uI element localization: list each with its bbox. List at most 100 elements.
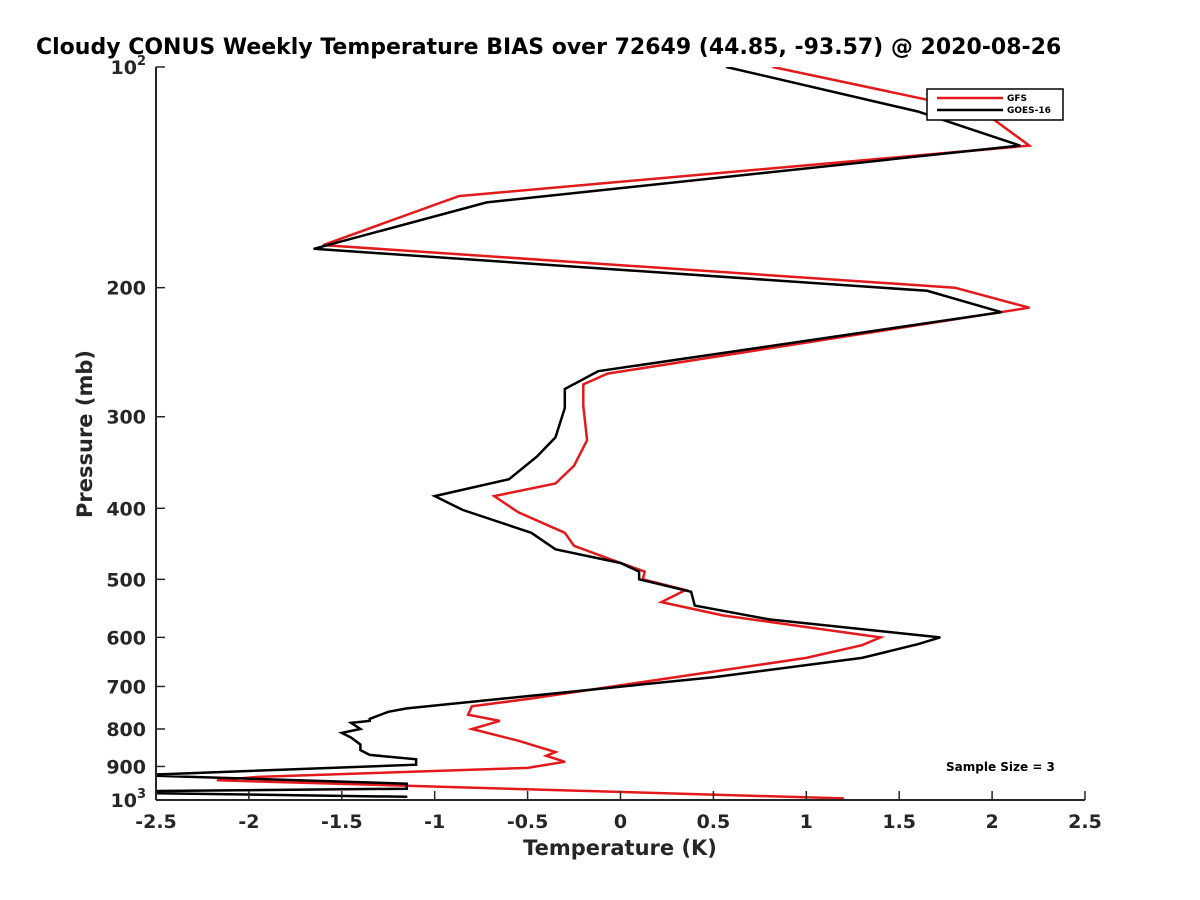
data-point-goes-16 — [690, 591, 692, 593]
data-point-goes-16 — [916, 110, 919, 113]
data-point-goes-16 — [554, 436, 557, 439]
data-point-goes-16 — [563, 407, 566, 409]
data-point-gfs — [861, 644, 863, 647]
data-point-goes-16 — [406, 782, 408, 785]
data-point-goes-16 — [861, 657, 863, 659]
data-point-goes-16 — [341, 732, 343, 734]
data-point-gfs — [545, 754, 547, 757]
y-tick-base: 10 — [111, 57, 137, 79]
data-point-goes-16 — [387, 710, 390, 713]
data-point-gfs — [606, 372, 609, 375]
data-point-gfs — [721, 614, 724, 617]
data-point-gfs — [554, 751, 557, 753]
data-point-goes-16 — [359, 728, 362, 730]
x-tick-label: 1 — [800, 811, 813, 833]
x-tick-label: 0 — [614, 811, 627, 833]
data-point-goes-16 — [563, 388, 566, 390]
series-goes-16 — [62, 67, 1021, 799]
data-point-goes-16 — [406, 796, 408, 798]
data-point-gfs — [772, 67, 774, 68]
y-tick-label: 102 — [111, 54, 147, 79]
legend-box — [926, 88, 1064, 121]
data-point-goes-16 — [368, 754, 371, 756]
data-point-goes-16 — [638, 578, 640, 581]
y-tick-label: 103 — [111, 787, 147, 812]
data-point-gfs — [517, 739, 520, 742]
data-point-goes-16 — [62, 791, 64, 793]
data-point-gfs — [498, 720, 501, 722]
y-tick-label: 200 — [106, 278, 146, 300]
data-point-gfs — [582, 383, 585, 386]
data-point-goes-16 — [926, 290, 928, 292]
data-point-goes-16 — [368, 720, 371, 722]
data-point-goes-16 — [485, 201, 488, 204]
data-point-gfs — [458, 195, 460, 197]
x-axis-label: Temperature (K) — [523, 836, 717, 860]
legend-label-gfs: GFS — [1007, 94, 1027, 104]
data-point-goes-16 — [508, 478, 510, 480]
x-tick-label: -2.5 — [135, 811, 177, 833]
data-point-gfs — [586, 439, 588, 442]
y-tick-label: 600 — [106, 627, 146, 649]
x-tick-label: 2.5 — [1068, 811, 1102, 833]
data-point-goes-16 — [1019, 144, 1021, 147]
data-point-goes-16 — [694, 604, 696, 607]
data-point-goes-16 — [359, 749, 362, 751]
data-point-goes-16 — [415, 763, 417, 766]
series-line-goes-16 — [156, 67, 1021, 799]
data-point-gfs — [582, 405, 585, 407]
y-tick-base: 10 — [111, 790, 137, 812]
legend-label-goes-16: GOES-16 — [1007, 106, 1051, 116]
chart-title: Cloudy CONUS Weekly Temperature BIAS ove… — [36, 35, 1061, 60]
data-point-gfs — [660, 601, 663, 603]
data-point-gfs — [471, 728, 473, 730]
data-point-goes-16 — [530, 532, 533, 534]
sample-size-annotation: Sample Size = 3 — [946, 760, 1055, 774]
data-point-gfs — [842, 797, 845, 800]
axes-layer: -2.5 -2 -1.5 -1 -0.5 0 0.5 1 1.5 2 2.5102200300400… — [106, 54, 1102, 833]
data-point-gfs — [954, 286, 956, 289]
data-point-goes-16 — [725, 67, 728, 68]
y-tick-exponent: 2 — [137, 54, 146, 69]
data-point-gfs — [573, 545, 575, 547]
data-point-goes-16 — [433, 495, 436, 497]
data-point-goes-16 — [597, 370, 600, 372]
data-point-goes-16 — [415, 758, 417, 761]
series-line-gfs — [217, 67, 1033, 800]
y-tick-label: 900 — [106, 756, 146, 778]
x-tick-label: -1 — [424, 811, 445, 833]
data-point-gfs — [216, 779, 219, 782]
x-tick-label: 0.5 — [697, 811, 731, 833]
data-point-goes-16 — [461, 509, 464, 511]
x-tick-label: -1.5 — [321, 811, 363, 833]
data-point-goes-16 — [359, 743, 362, 746]
data-point-gfs — [536, 745, 538, 748]
data-point-goes-16 — [768, 618, 770, 621]
data-point-goes-16 — [916, 643, 919, 646]
data-point-goes-16 — [368, 718, 371, 720]
data-point-goes-16 — [313, 247, 315, 250]
x-tick-label: -0.5 — [507, 811, 549, 833]
y-tick-label: 400 — [106, 498, 146, 520]
data-point-gfs — [643, 570, 646, 573]
data-point-gfs — [805, 657, 808, 659]
y-axis-label: Pressure (mb) — [73, 350, 97, 518]
data-point-goes-16 — [554, 548, 557, 551]
data-point-gfs — [1028, 306, 1031, 309]
series-gfs — [216, 67, 1033, 800]
data-point-goes-16 — [350, 722, 352, 724]
data-point-goes-16 — [536, 455, 538, 458]
x-tick-label: -2 — [238, 811, 259, 833]
data-point-goes-16 — [1000, 311, 1003, 313]
y-tick-label: 300 — [106, 407, 146, 429]
data-point-gfs — [257, 776, 259, 778]
data-point-goes-16 — [638, 570, 640, 573]
data-point-goes-16 — [712, 676, 715, 679]
y-tick-label: 700 — [106, 676, 146, 698]
x-tick-label: 2 — [985, 811, 998, 833]
data-point-gfs — [563, 532, 566, 534]
data-point-goes-16 — [406, 707, 408, 710]
y-tick-label: 500 — [106, 569, 146, 591]
